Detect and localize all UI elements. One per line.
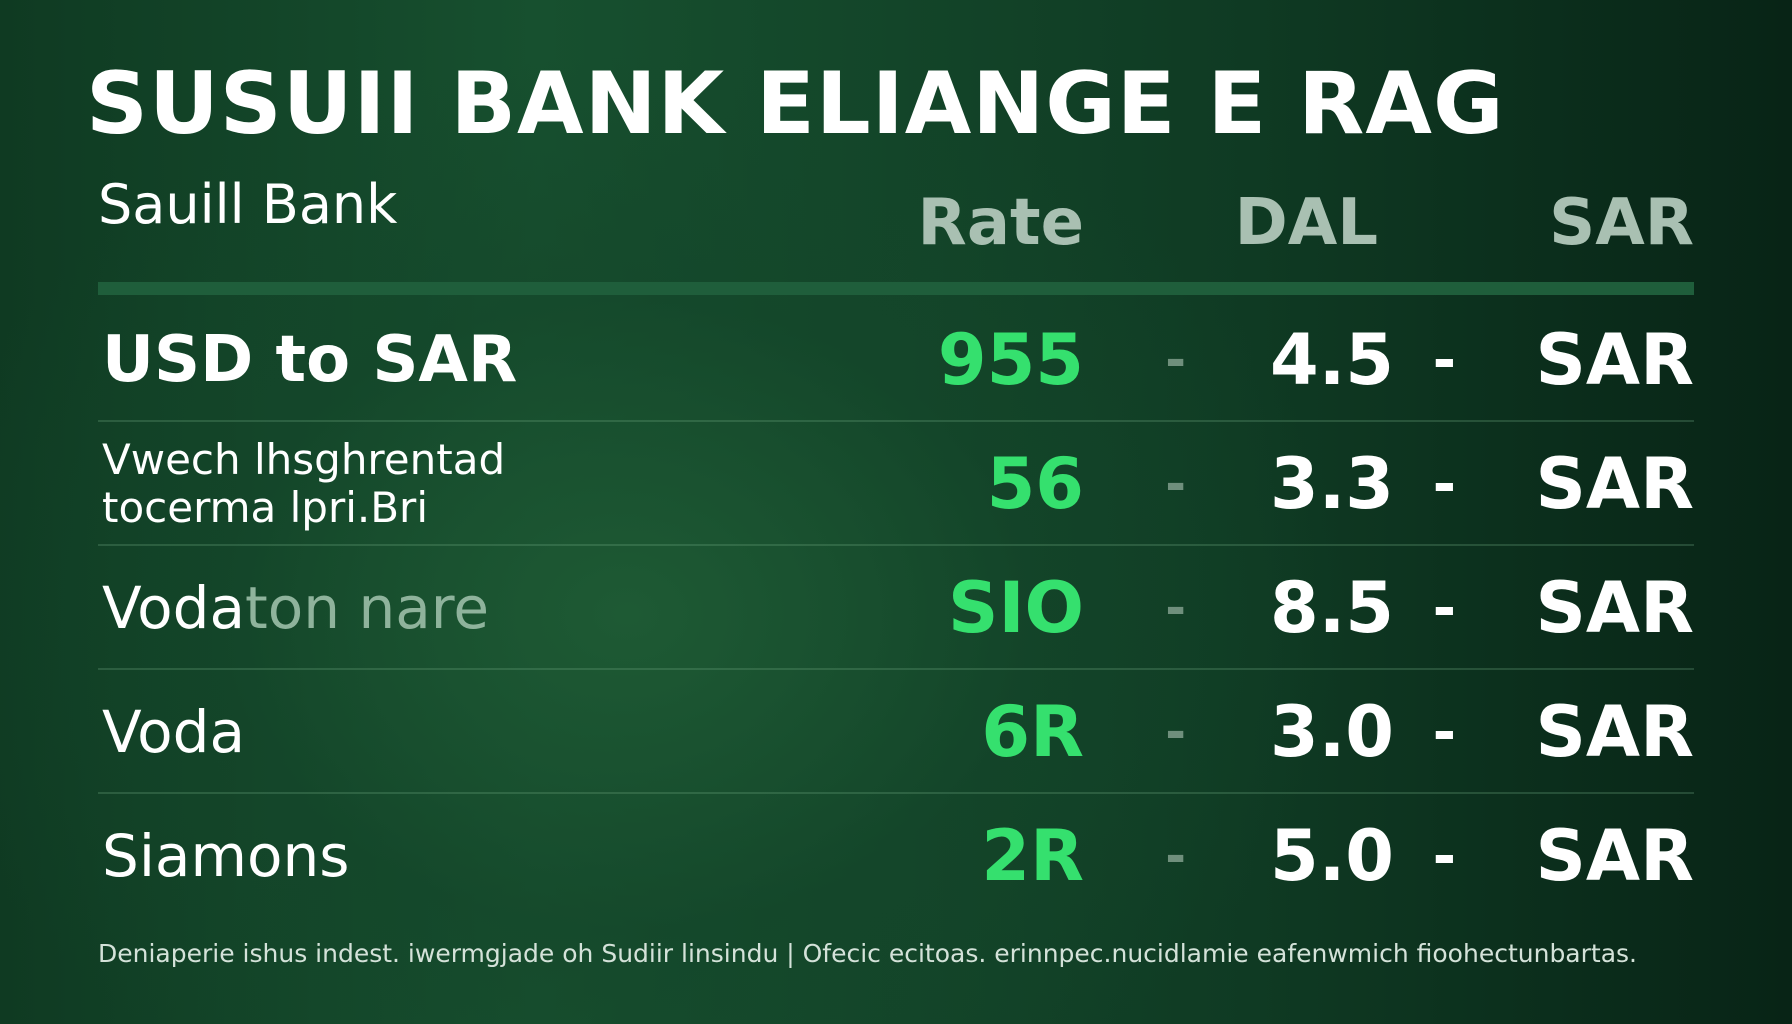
- row-separator: -: [1165, 455, 1186, 513]
- row-rate: 56: [986, 443, 1084, 525]
- row-value: 8.5: [1269, 567, 1394, 649]
- row-label: Voda: [102, 698, 246, 766]
- header-divider: [98, 282, 1694, 295]
- row-currency: SAR: [1535, 691, 1695, 773]
- row-separator: -: [1432, 575, 1456, 641]
- row-separator: -: [1432, 699, 1456, 765]
- table-row: Vwech lhsghrentad tocerma lpri.Bri 56 - …: [98, 422, 1694, 546]
- row-value: 3.3: [1269, 443, 1394, 525]
- row-separator: -: [1165, 579, 1186, 637]
- row-separator: -: [1432, 451, 1456, 517]
- row-separator: -: [1432, 823, 1456, 889]
- table-row: Siamons 2R - 5.0 - SAR: [98, 794, 1694, 918]
- row-currency: SAR: [1535, 815, 1695, 897]
- page-title: SUSUII BANK ELIANGE E RAG: [86, 54, 1505, 154]
- row-currency: SAR: [1535, 567, 1695, 649]
- exchange-rate-table: USD to SAR 955 - 4.5 - SAR Vwech lhsghre…: [0, 298, 1792, 918]
- row-separator: -: [1165, 331, 1186, 389]
- column-header-sar: SAR: [1549, 186, 1694, 260]
- row-separator: -: [1165, 827, 1186, 885]
- row-currency: SAR: [1535, 443, 1695, 525]
- row-label: Vwech lhsghrentad tocerma lpri.Bri: [102, 435, 506, 532]
- table-row: Voda 6R - 3.0 - SAR: [98, 670, 1694, 794]
- row-label: Siamons: [102, 822, 350, 890]
- row-rate: 6R: [981, 691, 1084, 773]
- row-rate: 955: [937, 319, 1084, 401]
- table-row: Voda ton nare SIO - 8.5 - SAR: [98, 546, 1694, 670]
- column-header-rate: Rate: [917, 186, 1084, 260]
- row-label: Voda ton nare: [102, 574, 490, 642]
- table-row: USD to SAR 955 - 4.5 - SAR: [98, 298, 1694, 422]
- row-rate: SIO: [948, 567, 1084, 649]
- column-header-dal: DAL: [1234, 186, 1378, 260]
- row-value: 4.5: [1269, 319, 1394, 401]
- row-value: 5.0: [1269, 815, 1394, 897]
- row-separator: -: [1432, 327, 1456, 393]
- footer-disclaimer: Deniaperie ishus indest. iwermgjade oh S…: [98, 939, 1638, 968]
- row-currency: SAR: [1535, 319, 1695, 401]
- row-value: 3.0: [1269, 691, 1394, 773]
- bank-brand-name: Sauill Bank: [98, 173, 398, 236]
- row-rate: 2R: [981, 815, 1084, 897]
- row-separator: -: [1165, 703, 1186, 761]
- row-label: USD to SAR: [102, 323, 518, 397]
- row-label-faded: ton nare: [245, 574, 490, 642]
